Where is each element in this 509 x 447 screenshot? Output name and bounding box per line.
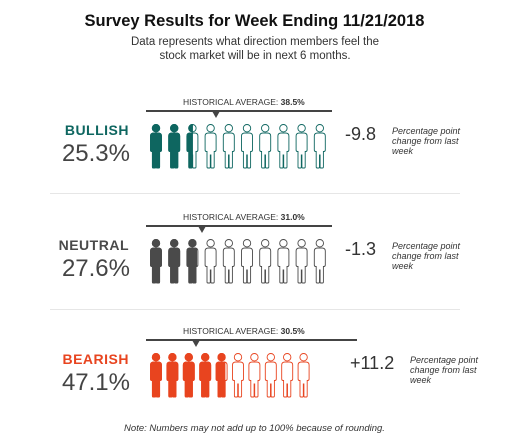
- person-icon: [168, 239, 181, 284]
- person-icon: [222, 124, 235, 169]
- person-icon: [222, 239, 235, 284]
- person-icon: [232, 353, 244, 398]
- weekly-change-value: +11.2: [350, 353, 395, 373]
- historical-average-marker: [198, 226, 207, 233]
- historical-average-line: [146, 225, 332, 227]
- person-icon: [166, 353, 179, 398]
- people-icons: [150, 239, 326, 284]
- weekly-change-description: Percentage point change from last week: [392, 126, 461, 156]
- row-divider: [50, 309, 460, 310]
- historical-average-line: [146, 339, 357, 341]
- person-icon: [295, 124, 308, 169]
- person-icon: [295, 239, 308, 284]
- person-icon: [241, 239, 253, 284]
- person-icon: [215, 353, 228, 398]
- person-icon: [297, 353, 310, 398]
- percent-value: 25.3%: [61, 140, 130, 167]
- weekly-change-description: Percentage point change from last week: [392, 241, 461, 271]
- historical-average-label: HISTORICAL AVERAGE: 38.5%: [183, 97, 305, 107]
- person-icon: [248, 353, 261, 398]
- person-icon: [204, 124, 217, 169]
- row-divider: [50, 193, 460, 194]
- percent-value: 47.1%: [61, 369, 130, 396]
- sentiment-row-bullish: HISTORICAL AVERAGE: 38.5% BULLISH 25.3% …: [0, 97, 509, 207]
- person-icon: [168, 124, 181, 169]
- category-label: BULLISH: [64, 122, 129, 138]
- weekly-change-description: Percentage point change from last week: [410, 355, 479, 385]
- person-icon: [313, 124, 326, 169]
- historical-average-label: HISTORICAL AVERAGE: 30.5%: [183, 326, 305, 336]
- person-icon: [182, 353, 195, 398]
- percent-value: 27.6%: [61, 255, 130, 282]
- category-label: BEARISH: [62, 351, 129, 367]
- chart-title: Survey Results for Week Ending 11/21/201…: [84, 12, 425, 30]
- person-icon: [277, 124, 290, 169]
- sentiment-row-bearish: HISTORICAL AVERAGE: 30.5% BEARISH 47.1% …: [0, 326, 509, 436]
- sentiment-row-neutral: HISTORICAL AVERAGE: 31.0% NEUTRAL 27.6% …: [0, 212, 509, 322]
- rounding-note: Note: Numbers may not add up to 100% bec…: [124, 423, 385, 434]
- person-icon: [259, 124, 272, 169]
- person-icon: [199, 353, 212, 398]
- person-icon: [281, 353, 294, 398]
- weekly-change-value: -1.3: [345, 239, 377, 259]
- person-icon: [186, 239, 199, 284]
- person-icon: [186, 124, 199, 169]
- people-icons: [150, 353, 310, 398]
- historical-average-marker: [212, 111, 221, 118]
- weekly-change-value: -9.8: [345, 124, 377, 144]
- historical-average-marker: [192, 340, 201, 347]
- people-icons: [150, 124, 326, 169]
- person-icon: [204, 239, 217, 284]
- person-icon: [277, 239, 290, 284]
- historical-average-line: [146, 110, 332, 112]
- person-icon: [264, 353, 277, 398]
- person-icon: [241, 124, 253, 169]
- person-icon: [150, 239, 162, 284]
- person-icon: [150, 124, 162, 169]
- person-icon: [150, 353, 162, 398]
- chart-subtitle: Data represents what direction members f…: [130, 36, 379, 62]
- person-icon: [259, 239, 272, 284]
- person-icon: [313, 239, 326, 284]
- category-label: NEUTRAL: [58, 237, 129, 253]
- historical-average-label: HISTORICAL AVERAGE: 31.0%: [183, 212, 305, 222]
